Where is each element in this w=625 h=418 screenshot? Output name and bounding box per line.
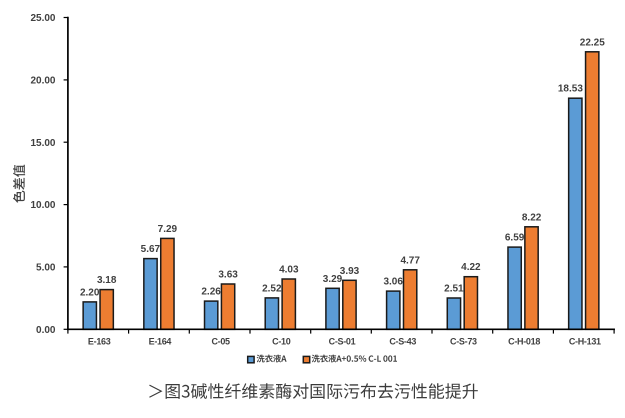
svg-text:3.63: 3.63 bbox=[218, 270, 238, 281]
svg-text:20.00: 20.00 bbox=[30, 76, 55, 87]
svg-text:E-163: E-163 bbox=[88, 336, 111, 346]
svg-text:3.29: 3.29 bbox=[323, 274, 343, 285]
svg-text:10.00: 10.00 bbox=[30, 200, 55, 211]
svg-text:2.51: 2.51 bbox=[444, 284, 464, 295]
svg-text:C-S-73: C-S-73 bbox=[450, 336, 477, 346]
svg-text:0.00: 0.00 bbox=[36, 325, 56, 336]
svg-text:6.59: 6.59 bbox=[505, 233, 525, 244]
svg-text:E-164: E-164 bbox=[149, 336, 172, 346]
svg-text:18.53: 18.53 bbox=[558, 84, 583, 95]
svg-text:3.06: 3.06 bbox=[383, 277, 403, 288]
svg-text:2.26: 2.26 bbox=[201, 287, 221, 298]
svg-text:3.18: 3.18 bbox=[97, 275, 117, 286]
svg-text:4.22: 4.22 bbox=[461, 262, 481, 273]
svg-text:C-S-43: C-S-43 bbox=[389, 336, 416, 346]
svg-text:8.22: 8.22 bbox=[522, 212, 542, 223]
svg-text:C-05: C-05 bbox=[211, 336, 230, 346]
svg-text:22.25: 22.25 bbox=[580, 37, 605, 48]
svg-text:25.00: 25.00 bbox=[30, 13, 55, 24]
svg-text:2.20: 2.20 bbox=[80, 287, 100, 298]
svg-text:4.77: 4.77 bbox=[400, 255, 420, 266]
svg-text:15.00: 15.00 bbox=[30, 138, 55, 149]
svg-text:C-S-01: C-S-01 bbox=[329, 336, 356, 346]
svg-text:4.03: 4.03 bbox=[279, 265, 299, 276]
svg-text:C-10: C-10 bbox=[272, 336, 291, 346]
svg-text:7.29: 7.29 bbox=[158, 224, 178, 235]
svg-text:3.93: 3.93 bbox=[340, 266, 360, 277]
svg-text:C-H-131: C-H-131 bbox=[569, 336, 601, 346]
svg-text:C-H-018: C-H-018 bbox=[508, 336, 540, 346]
svg-text:5.00: 5.00 bbox=[36, 263, 56, 274]
svg-text:2.52: 2.52 bbox=[262, 283, 282, 294]
svg-text:5.67: 5.67 bbox=[141, 244, 161, 255]
